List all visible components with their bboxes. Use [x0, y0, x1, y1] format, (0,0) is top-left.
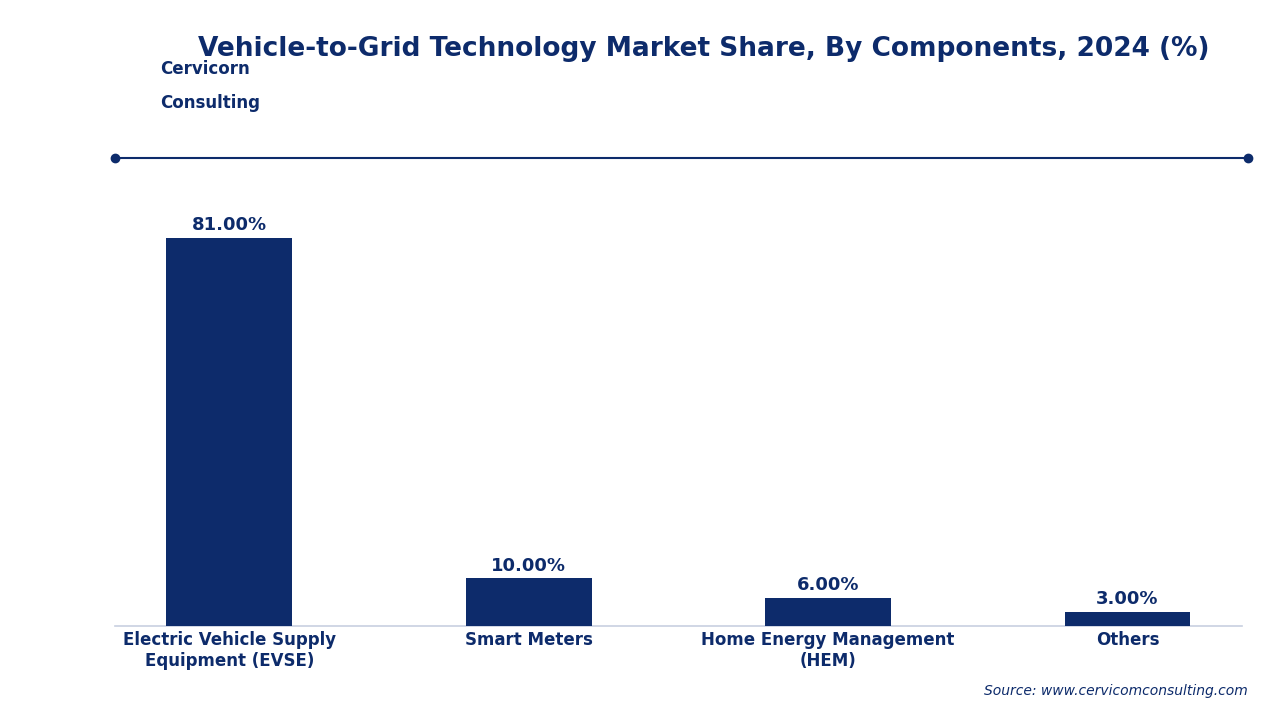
Bar	[1065, 612, 1190, 626]
Bar	[128, 48, 137, 57]
Bar	[115, 60, 124, 68]
Text: Source: www.cervicomconsulting.com: Source: www.cervicomconsulting.com	[984, 685, 1248, 698]
Text: Consulting: Consulting	[160, 94, 260, 112]
Bar	[466, 578, 591, 626]
Text: 81.00%: 81.00%	[192, 216, 266, 234]
Text: 10.00%: 10.00%	[492, 557, 566, 575]
Text: 3.00%: 3.00%	[1096, 590, 1158, 608]
Bar	[115, 48, 124, 57]
Text: 6.00%: 6.00%	[797, 576, 859, 594]
Text: Vehicle-to-Grid Technology Market Share, By Components, 2024 (%): Vehicle-to-Grid Technology Market Share,…	[198, 36, 1210, 62]
Bar	[765, 598, 891, 626]
Text: Cervicorn: Cervicorn	[160, 60, 250, 78]
Bar	[166, 238, 292, 626]
